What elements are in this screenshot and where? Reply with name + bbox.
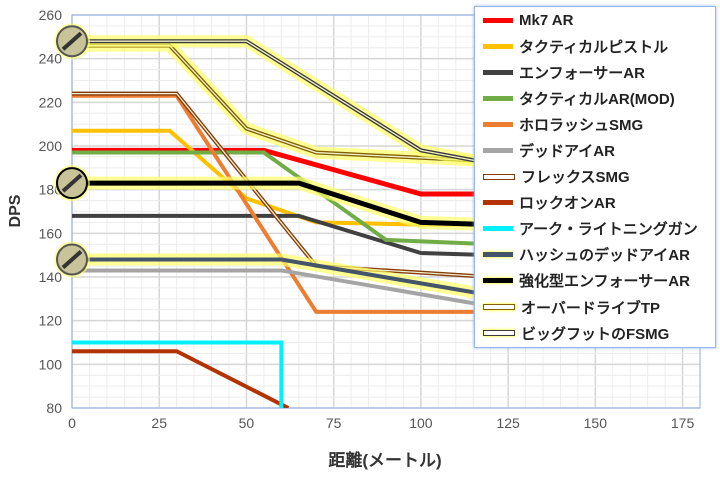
legend-swatch: [483, 304, 515, 311]
legend-swatch: [483, 200, 513, 206]
x-tick-label: 75: [326, 415, 342, 431]
legend-swatch: [483, 252, 513, 258]
y-axis-label: DPS: [7, 194, 24, 227]
legend-label: ビッグフットのFSMG: [521, 325, 670, 343]
legend-label: 強化型エンフォーサーAR: [519, 273, 690, 291]
series-line: [72, 180, 491, 228]
y-tick-label: 120: [39, 313, 63, 329]
legend-item: ビッグフットのFSMG: [475, 320, 715, 346]
legend-label: タクティカルAR(MOD): [519, 90, 675, 108]
legend-swatch: [483, 95, 513, 101]
legend-item: エンフォーサーAR: [475, 59, 715, 85]
legend-swatch: [483, 173, 515, 180]
legend-swatch: [483, 69, 513, 75]
legend-item: ハッシュのデッドアイAR: [475, 242, 715, 268]
x-tick-label: 100: [409, 415, 433, 431]
legend-label: アーク・ライトニングガン: [519, 221, 698, 239]
y-tick-label: 240: [39, 51, 63, 67]
x-tick-label: 0: [68, 415, 76, 431]
legend-label: エンフォーサーAR: [519, 64, 645, 82]
legend-swatch: [483, 330, 515, 337]
series-line: [72, 147, 491, 197]
series-line: [72, 349, 290, 408]
legend-label: ハッシュのデッドアイAR: [519, 247, 690, 265]
legend-swatch: [483, 43, 513, 49]
legend-swatch: [483, 278, 513, 284]
legend-label: ホロラッシュSMG: [519, 116, 644, 134]
legend-item: フレックスSMG: [475, 164, 715, 190]
y-tick-label: 100: [39, 356, 63, 372]
legend-item: デッドアイAR: [475, 137, 715, 163]
legend: Mk7 AR タクティカルピストル エンフォーサーAR タクティカルAR(MOD) ホロ…: [474, 6, 716, 348]
x-tick-label: 50: [239, 415, 255, 431]
legend-swatch: [483, 17, 513, 23]
y-tick-label: 200: [39, 138, 63, 154]
legend-label: デッドアイAR: [519, 143, 615, 161]
legend-swatch: [483, 121, 513, 127]
legend-label: ロックオンAR: [519, 195, 616, 213]
legend-item: Mk7 AR: [475, 7, 715, 33]
legend-swatch: [483, 148, 513, 154]
legend-swatch: [483, 226, 513, 232]
x-tick-label: 150: [584, 415, 608, 431]
series-line: [72, 340, 284, 408]
legend-item: アーク・ライトニングガン: [475, 216, 715, 242]
y-tick-label: 220: [39, 94, 63, 110]
y-tick-label: 80: [46, 400, 62, 416]
legend-label: オーバードライブTP: [521, 299, 661, 317]
legend-item: ロックオンAR: [475, 190, 715, 216]
legend-label: フレックスSMG: [521, 169, 630, 187]
y-tick-label: 160: [39, 225, 63, 241]
legend-label: タクティカルピストル: [519, 38, 669, 56]
legend-item: オーバードライブTP: [475, 294, 715, 320]
x-tick-label: 175: [671, 415, 695, 431]
legend-item: ホロラッシュSMG: [475, 111, 715, 137]
legend-item: タクティカルAR(MOD): [475, 85, 715, 111]
series-line: [72, 93, 491, 314]
series-line: [72, 213, 491, 258]
y-tick-label: 140: [39, 269, 63, 285]
y-tick-label: 260: [39, 7, 63, 23]
x-axis-label: 距離(メートル): [328, 450, 441, 470]
legend-label: Mk7 AR: [519, 11, 574, 29]
legend-item: タクティカルピストル: [475, 33, 715, 59]
x-tick-label: 125: [496, 415, 520, 431]
x-tick-label: 25: [151, 415, 167, 431]
legend-item: 強化型エンフォーサーAR: [475, 268, 715, 294]
